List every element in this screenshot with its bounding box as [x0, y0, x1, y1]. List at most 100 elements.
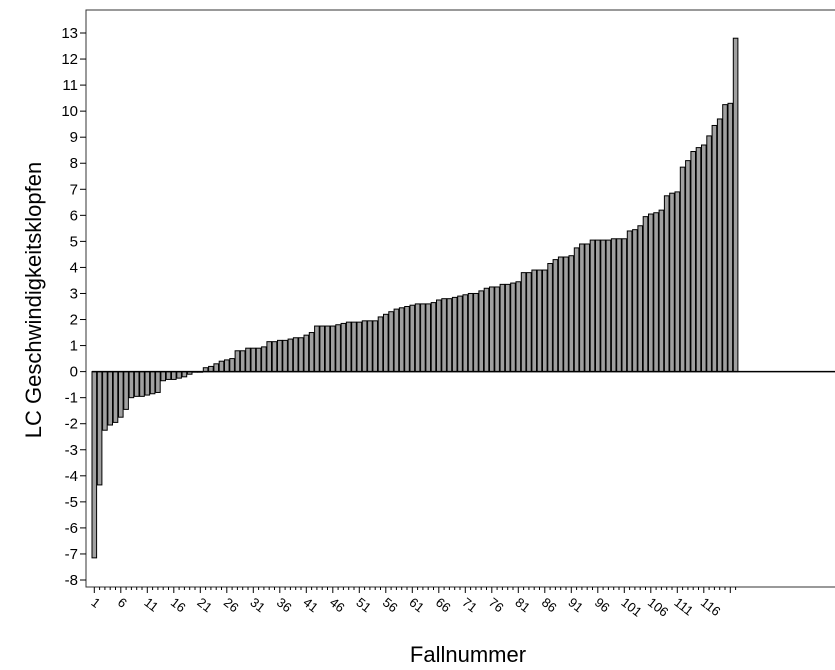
x-tick-label: 51 [353, 595, 374, 616]
bar [266, 341, 272, 373]
bar [536, 269, 543, 373]
plot-frame [85, 9, 835, 588]
bar [446, 298, 453, 373]
bar [224, 359, 230, 373]
x-tick-label: 101 [618, 595, 644, 620]
bar [489, 286, 495, 373]
x-tick-label: 56 [380, 595, 401, 616]
bar [483, 287, 490, 373]
y-tick-label: 1 [70, 338, 78, 355]
bar [600, 239, 606, 373]
x-tick-label: 11 [141, 595, 161, 615]
bars [91, 37, 835, 559]
bar [393, 308, 400, 373]
y-axis-label: LC Geschwindigkeitsklopfen [21, 162, 46, 438]
bar [303, 334, 310, 373]
y-tick-label: -1 [65, 390, 78, 407]
bar [504, 283, 511, 373]
bar [112, 371, 119, 423]
y-tick-label: 12 [61, 51, 78, 68]
bar [573, 247, 580, 373]
bar [356, 321, 363, 373]
bar [261, 346, 267, 373]
bar [91, 371, 98, 559]
y-tick-label: 10 [61, 103, 78, 120]
bar [287, 338, 294, 373]
bar [398, 307, 405, 373]
bar [277, 339, 283, 373]
x-tick-label: 46 [327, 595, 348, 616]
bar [234, 350, 241, 373]
bar [648, 213, 654, 373]
bar [372, 320, 378, 373]
bar [255, 347, 262, 373]
bar [552, 259, 559, 373]
bar [335, 324, 341, 373]
bar [351, 321, 357, 373]
bar [605, 239, 612, 373]
bar [716, 118, 723, 373]
bar [409, 304, 416, 373]
bar [701, 144, 707, 373]
y-tick-label: 7 [70, 181, 78, 198]
x-axis: 1 6 11 16 21 26 31 36 41 46 51 56 61 66 71 76 81 86 91 96 10… [88, 587, 737, 620]
bar [610, 238, 617, 373]
bar [271, 341, 278, 373]
bar [149, 371, 156, 395]
bar [589, 239, 596, 373]
bar [621, 238, 628, 373]
bar [685, 160, 691, 373]
x-tick-label: 26 [221, 595, 242, 616]
y-tick-label: 8 [70, 155, 78, 172]
x-tick-label: 61 [406, 595, 427, 616]
y-tick-label: 2 [70, 312, 78, 329]
bar [473, 292, 479, 373]
bar [181, 371, 188, 378]
bar [467, 292, 474, 373]
bar [626, 230, 633, 373]
bar [133, 371, 140, 397]
bar [361, 320, 368, 373]
bar [245, 347, 251, 373]
y-tick-label: -6 [65, 520, 78, 537]
bar [404, 306, 410, 373]
bar [171, 371, 177, 380]
y-tick-label: 11 [62, 77, 78, 94]
bar [494, 286, 500, 373]
bar [722, 104, 728, 373]
x-tick-label: 106 [645, 595, 671, 620]
bar [436, 299, 442, 373]
x-tick-label: 36 [274, 595, 295, 616]
bar [239, 350, 246, 373]
y-tick-label: 5 [70, 233, 78, 250]
bar [102, 371, 108, 431]
bar [695, 147, 702, 373]
bar [165, 371, 172, 380]
bar [478, 290, 484, 373]
y-tick-label: 0 [70, 364, 78, 381]
bar [462, 294, 469, 373]
bar [160, 371, 166, 382]
bar [139, 371, 145, 397]
bar [663, 195, 670, 373]
bar [563, 256, 569, 373]
bar [510, 282, 516, 373]
x-tick-label: 81 [512, 595, 533, 616]
bar [457, 295, 463, 373]
x-tick-label: 16 [168, 595, 189, 616]
x-tick-label: 111 [671, 595, 696, 619]
bar [441, 298, 447, 373]
y-tick-label: -3 [65, 442, 78, 459]
x-axis-label: Fallnummer [410, 642, 526, 667]
bar [319, 325, 325, 373]
bar [420, 303, 426, 373]
x-tick-label: 21 [194, 595, 215, 616]
bar [595, 239, 601, 373]
y-tick-label: -8 [65, 572, 78, 589]
bar [213, 363, 219, 373]
bar [674, 191, 681, 373]
bar [340, 322, 347, 373]
bar [515, 281, 522, 373]
bar [706, 135, 712, 373]
